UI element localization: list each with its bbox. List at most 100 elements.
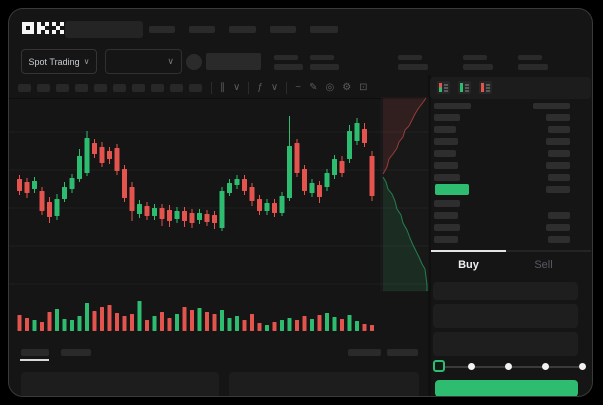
bid-amount-placeholder xyxy=(548,236,570,243)
candle-body xyxy=(317,185,322,197)
candle-body xyxy=(302,169,307,191)
row-line xyxy=(444,84,448,86)
slider-step-3[interactable] xyxy=(579,363,586,370)
nav-item-placeholder-0[interactable] xyxy=(149,26,175,33)
chart-bottom-tab-active[interactable] xyxy=(21,349,49,356)
candle-body xyxy=(62,187,67,199)
expand-icon[interactable]: ⊡ xyxy=(359,82,368,93)
slider-step-2[interactable] xyxy=(542,363,549,370)
candle-body xyxy=(309,183,315,193)
market-type-dropdown[interactable]: Spot Trading ∨ xyxy=(21,49,97,74)
bid-price-placeholder[interactable] xyxy=(434,224,460,231)
interval-button-1[interactable] xyxy=(37,84,50,92)
nav-item-placeholder-3[interactable] xyxy=(270,26,296,33)
volume-bar xyxy=(182,307,187,331)
last-price-badge[interactable] xyxy=(435,184,469,195)
candle-body xyxy=(17,179,22,191)
chart-bottom-tab[interactable] xyxy=(61,349,91,356)
interval-button-6[interactable] xyxy=(132,84,145,92)
slider-step-0[interactable] xyxy=(468,363,475,370)
interval-button-0[interactable] xyxy=(18,84,31,92)
candle-body xyxy=(234,179,240,185)
stat-label-placeholder-1 xyxy=(310,55,334,60)
price-row-amount-placeholder xyxy=(546,186,570,193)
volume-bar xyxy=(287,318,292,331)
candle-body xyxy=(114,148,120,171)
stat-label-placeholder-0 xyxy=(274,55,298,60)
gear-icon[interactable]: ⚙ xyxy=(342,82,352,93)
candle-body xyxy=(129,187,135,211)
stat-value-placeholder-2 xyxy=(398,64,428,70)
candle-body xyxy=(212,215,217,223)
interval-button-5[interactable] xyxy=(113,84,126,92)
interval-button-7[interactable] xyxy=(151,84,164,92)
ask-amount-placeholder xyxy=(546,162,570,169)
nav-item-placeholder-4[interactable] xyxy=(310,26,338,33)
volume-bar xyxy=(85,303,89,331)
ask-amount-placeholder xyxy=(546,114,570,121)
volume-bar xyxy=(280,320,284,331)
color-bar xyxy=(460,83,463,92)
volume-bar xyxy=(257,323,262,331)
order-amount-field[interactable] xyxy=(433,304,578,328)
orderbook-view-bids-only-icon[interactable] xyxy=(458,81,471,94)
ask-price-placeholder[interactable] xyxy=(434,150,456,157)
orderbook-col-header-amount xyxy=(533,103,570,109)
interval-button-8[interactable] xyxy=(170,84,183,92)
amount-slider[interactable] xyxy=(445,366,579,368)
nav-item-placeholder-1[interactable] xyxy=(189,26,215,33)
bid-price-placeholder[interactable] xyxy=(434,200,460,207)
candle-body xyxy=(167,210,172,221)
volume-bar xyxy=(332,317,337,331)
bid-price-placeholder[interactable] xyxy=(434,212,458,219)
indicator-icon[interactable]: ƒ xyxy=(257,82,263,93)
candle-body xyxy=(279,196,285,213)
interval-toolbar xyxy=(18,84,202,92)
interval-button-9[interactable] xyxy=(189,84,202,92)
slider-step-1[interactable] xyxy=(505,363,512,370)
ask-price-placeholder[interactable] xyxy=(434,126,456,133)
candle-body xyxy=(347,131,352,159)
divider xyxy=(428,75,431,396)
candles-icon[interactable]: ∥ xyxy=(220,82,225,93)
depth-bids-line xyxy=(382,176,428,291)
pair-selector-dropdown[interactable]: ∨ xyxy=(105,49,182,74)
row-line xyxy=(465,87,469,89)
volume-bar xyxy=(137,301,142,331)
candle-body xyxy=(197,213,202,220)
nav-item-placeholder-2[interactable] xyxy=(229,26,256,33)
price-chart[interactable] xyxy=(9,97,429,343)
slider-handle[interactable] xyxy=(433,360,445,372)
interval-button-3[interactable] xyxy=(75,84,88,92)
orderbook-view-split-book-icon[interactable] xyxy=(437,81,450,94)
pencil-icon[interactable]: ✎ xyxy=(309,82,318,93)
ask-price-placeholder[interactable] xyxy=(434,162,458,169)
volume-bar xyxy=(17,315,22,331)
interval-button-2[interactable] xyxy=(56,84,69,92)
chevron-down-icon[interactable]: ∨ xyxy=(270,82,279,93)
candle-body xyxy=(264,203,270,211)
order-price-field[interactable] xyxy=(433,282,578,300)
bid-price-placeholder[interactable] xyxy=(434,236,458,243)
scale-toggle-placeholder[interactable] xyxy=(387,349,418,356)
camera-icon[interactable]: ◎ xyxy=(325,82,335,93)
ask-price-placeholder[interactable] xyxy=(434,114,460,121)
wave-icon[interactable]: ~ xyxy=(295,82,302,93)
scale-toggle-placeholder[interactable] xyxy=(348,349,381,356)
volume-bar xyxy=(370,325,374,331)
interval-button-4[interactable] xyxy=(94,84,107,92)
volume-bar xyxy=(152,316,157,331)
orderbook-view-asks-only-icon[interactable] xyxy=(479,81,492,94)
order-total-field[interactable] xyxy=(433,332,578,356)
volume-bar xyxy=(272,322,277,331)
tab-buy[interactable]: Buy xyxy=(458,259,479,271)
ask-price-placeholder[interactable] xyxy=(434,138,458,145)
chevron-down-icon[interactable]: ∨ xyxy=(233,82,241,93)
buy-submit-button[interactable] xyxy=(435,380,578,396)
candle-body xyxy=(242,179,247,191)
search-input[interactable] xyxy=(65,21,143,38)
tab-sell[interactable]: Sell xyxy=(534,259,553,271)
candle-body xyxy=(54,199,60,216)
ask-price-placeholder[interactable] xyxy=(434,174,460,181)
row-line xyxy=(486,87,490,89)
